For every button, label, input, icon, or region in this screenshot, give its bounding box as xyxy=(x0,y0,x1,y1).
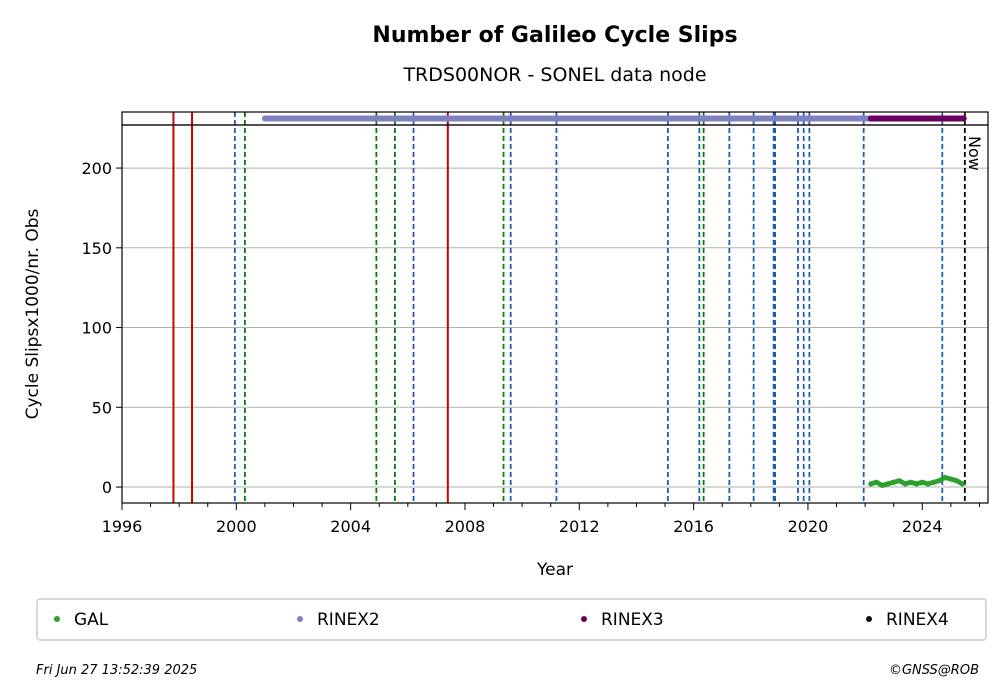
legend: GAL RINEX2 RINEX3 RINEX4 xyxy=(36,598,987,641)
y-tick-label: 150 xyxy=(81,239,112,258)
legend-label: RINEX3 xyxy=(601,610,664,630)
event-lines xyxy=(172,112,966,503)
legend-marker xyxy=(866,616,872,622)
y-tick-label: 200 xyxy=(81,159,112,178)
y-tick-label: 0 xyxy=(102,478,112,497)
y-tick-label: 50 xyxy=(92,398,112,417)
y-axis: 0 50 100 150 200 xyxy=(81,159,122,497)
footer-timestamp: Fri Jun 27 13:52:39 2025 xyxy=(36,663,197,678)
x-tick-label: 2024 xyxy=(902,517,943,536)
x-tick-label: 2020 xyxy=(788,517,829,536)
chart-subtitle: TRDS00NOR - SONEL data node xyxy=(402,64,706,86)
x-tick-label: 2012 xyxy=(559,517,600,536)
x-axis: 1996 2000 2004 2008 2012 2016 2020 2024 xyxy=(102,503,980,536)
data-series xyxy=(868,474,965,489)
data-point xyxy=(959,481,965,487)
legend-marker xyxy=(581,616,587,622)
legend-marker xyxy=(54,616,60,622)
footer-credit: ©GNSS@ROB xyxy=(889,663,979,678)
x-tick-label: 2004 xyxy=(330,517,371,536)
chart-title: Number of Galileo Cycle Slips xyxy=(372,23,737,48)
legend-frame xyxy=(36,598,987,641)
legend-marker xyxy=(297,616,303,622)
x-tick-label: 2000 xyxy=(216,517,257,536)
plot-area: Now xyxy=(121,111,989,504)
now-label: Now xyxy=(965,136,984,171)
legend-label: GAL xyxy=(74,610,109,630)
y-tick-label: 100 xyxy=(81,319,112,338)
y-axis-label: Cycle Slipsx1000/nr. Obs xyxy=(23,208,43,419)
plot-frame xyxy=(121,124,989,504)
x-tick-label: 1996 xyxy=(102,517,143,536)
legend-label: RINEX4 xyxy=(886,610,949,630)
gridlines xyxy=(122,167,988,488)
x-axis-label: Year xyxy=(536,560,573,580)
x-tick-label: 2016 xyxy=(673,517,714,536)
x-tick-label: 2008 xyxy=(445,517,486,536)
legend-label: RINEX2 xyxy=(317,610,380,630)
